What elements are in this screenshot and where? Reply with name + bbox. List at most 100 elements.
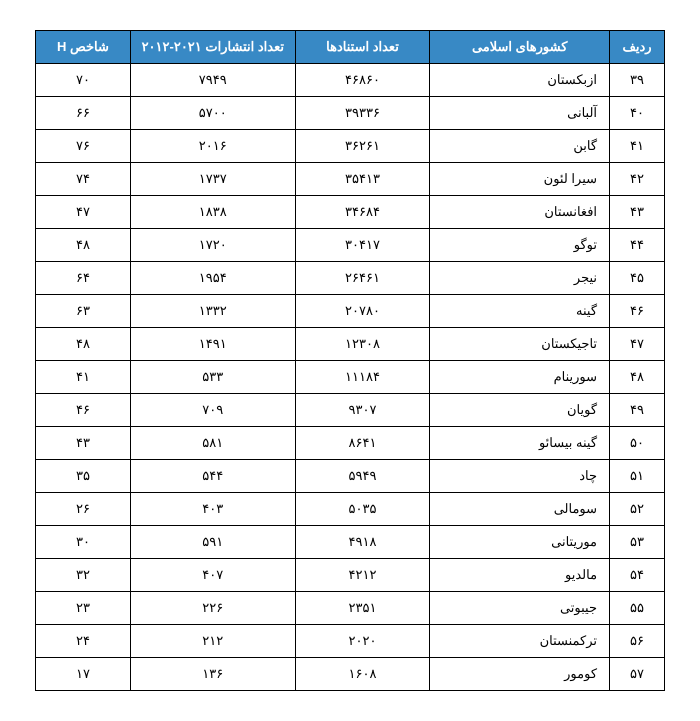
cell-country: موریتانی	[430, 526, 610, 559]
cell-rank: ۳۹	[610, 64, 665, 97]
table-row: ۴۳افغانستان۳۴۶۸۴۱۸۳۸۴۷	[36, 196, 665, 229]
cell-citations: ۳۶۲۶۱	[295, 130, 430, 163]
cell-publications: ۱۳۶	[130, 658, 295, 691]
cell-h-index: ۴۷	[36, 196, 131, 229]
header-h-index: شاخص H	[36, 31, 131, 64]
cell-rank: ۵۳	[610, 526, 665, 559]
cell-citations: ۵۰۳۵	[295, 493, 430, 526]
cell-citations: ۲۰۷۸۰	[295, 295, 430, 328]
cell-h-index: ۲۴	[36, 625, 131, 658]
cell-country: سومالی	[430, 493, 610, 526]
table-row: ۵۴مالدیو۴۲۱۲۴۰۷۳۲	[36, 559, 665, 592]
cell-citations: ۲۳۵۱	[295, 592, 430, 625]
cell-publications: ۱۳۳۲	[130, 295, 295, 328]
cell-publications: ۱۷۳۷	[130, 163, 295, 196]
cell-publications: ۴۰۳	[130, 493, 295, 526]
cell-h-index: ۷۰	[36, 64, 131, 97]
header-rank: ردیف	[610, 31, 665, 64]
cell-publications: ۲۲۶	[130, 592, 295, 625]
cell-citations: ۳۰۴۱۷	[295, 229, 430, 262]
table-row: ۳۹ازبکستان۴۶۸۶۰۷۹۴۹۷۰	[36, 64, 665, 97]
table-row: ۴۷تاجیکستان۱۲۳۰۸۱۴۹۱۴۸	[36, 328, 665, 361]
table-row: ۵۱چاد۵۹۴۹۵۴۴۳۵	[36, 460, 665, 493]
cell-citations: ۹۳۰۷	[295, 394, 430, 427]
cell-publications: ۵۴۴	[130, 460, 295, 493]
cell-rank: ۴۷	[610, 328, 665, 361]
cell-citations: ۸۶۴۱	[295, 427, 430, 460]
table-row: ۵۵جیبوتی۲۳۵۱۲۲۶۲۳	[36, 592, 665, 625]
cell-publications: ۷۰۹	[130, 394, 295, 427]
cell-publications: ۲۰۱۶	[130, 130, 295, 163]
cell-country: سیرا لئون	[430, 163, 610, 196]
cell-rank: ۵۲	[610, 493, 665, 526]
cell-citations: ۴۶۸۶۰	[295, 64, 430, 97]
cell-country: گینه بیسائو	[430, 427, 610, 460]
table-row: ۴۴توگو۳۰۴۱۷۱۷۲۰۴۸	[36, 229, 665, 262]
cell-country: ازبکستان	[430, 64, 610, 97]
cell-citations: ۱۶۰۸	[295, 658, 430, 691]
cell-publications: ۷۹۴۹	[130, 64, 295, 97]
cell-publications: ۵۸۱	[130, 427, 295, 460]
table-row: ۴۹گویان۹۳۰۷۷۰۹۴۶	[36, 394, 665, 427]
table-row: ۵۷کومور۱۶۰۸۱۳۶۱۷	[36, 658, 665, 691]
cell-h-index: ۷۶	[36, 130, 131, 163]
table-row: ۴۰آلبانی۳۹۳۳۶۵۷۰۰۶۶	[36, 97, 665, 130]
cell-publications: ۵۹۱	[130, 526, 295, 559]
cell-rank: ۴۲	[610, 163, 665, 196]
cell-publications: ۲۱۲	[130, 625, 295, 658]
cell-citations: ۴۹۱۸	[295, 526, 430, 559]
cell-publications: ۱۹۵۴	[130, 262, 295, 295]
cell-country: مالدیو	[430, 559, 610, 592]
cell-country: جیبوتی	[430, 592, 610, 625]
cell-h-index: ۴۱	[36, 361, 131, 394]
table-row: ۵۲سومالی۵۰۳۵۴۰۳۲۶	[36, 493, 665, 526]
table-header: ردیف کشورهای اسلامی تعداد استنادها تعداد…	[36, 31, 665, 64]
cell-rank: ۴۱	[610, 130, 665, 163]
cell-publications: ۵۷۰۰	[130, 97, 295, 130]
cell-h-index: ۲۳	[36, 592, 131, 625]
cell-h-index: ۳۲	[36, 559, 131, 592]
table-row: ۴۶گینه۲۰۷۸۰۱۳۳۲۶۳	[36, 295, 665, 328]
cell-country: نیجر	[430, 262, 610, 295]
cell-publications: ۴۰۷	[130, 559, 295, 592]
cell-publications: ۱۷۲۰	[130, 229, 295, 262]
cell-citations: ۱۱۱۸۴	[295, 361, 430, 394]
cell-citations: ۲۶۴۶۱	[295, 262, 430, 295]
cell-rank: ۴۵	[610, 262, 665, 295]
cell-publications: ۱۸۳۸	[130, 196, 295, 229]
cell-rank: ۴۴	[610, 229, 665, 262]
cell-citations: ۳۴۶۸۴	[295, 196, 430, 229]
cell-citations: ۳۵۴۱۳	[295, 163, 430, 196]
cell-citations: ۴۲۱۲	[295, 559, 430, 592]
cell-country: افغانستان	[430, 196, 610, 229]
table-row: ۴۵نیجر۲۶۴۶۱۱۹۵۴۶۴	[36, 262, 665, 295]
cell-h-index: ۲۶	[36, 493, 131, 526]
cell-rank: ۴۳	[610, 196, 665, 229]
table-row: ۵۰گینه بیسائو۸۶۴۱۵۸۱۴۳	[36, 427, 665, 460]
cell-country: تاجیکستان	[430, 328, 610, 361]
cell-country: ترکمنستان	[430, 625, 610, 658]
table-row: ۴۲سیرا لئون۳۵۴۱۳۱۷۳۷۷۴	[36, 163, 665, 196]
cell-rank: ۵۱	[610, 460, 665, 493]
cell-rank: ۵۰	[610, 427, 665, 460]
cell-h-index: ۱۷	[36, 658, 131, 691]
cell-rank: ۴۹	[610, 394, 665, 427]
cell-rank: ۵۵	[610, 592, 665, 625]
cell-country: توگو	[430, 229, 610, 262]
cell-h-index: ۶۳	[36, 295, 131, 328]
cell-rank: ۴۶	[610, 295, 665, 328]
cell-country: گابن	[430, 130, 610, 163]
header-citations: تعداد استنادها	[295, 31, 430, 64]
cell-h-index: ۳۰	[36, 526, 131, 559]
cell-country: کومور	[430, 658, 610, 691]
publications-table: ردیف کشورهای اسلامی تعداد استنادها تعداد…	[35, 30, 665, 691]
cell-country: سورینام	[430, 361, 610, 394]
cell-h-index: ۶۴	[36, 262, 131, 295]
cell-h-index: ۴۶	[36, 394, 131, 427]
table-row: ۴۱گابن۳۶۲۶۱۲۰۱۶۷۶	[36, 130, 665, 163]
cell-rank: ۴۰	[610, 97, 665, 130]
cell-h-index: ۴۸	[36, 229, 131, 262]
cell-country: چاد	[430, 460, 610, 493]
header-publications: تعداد انتشارات ۲۰۲۱-۲۰۱۲	[130, 31, 295, 64]
cell-publications: ۱۴۹۱	[130, 328, 295, 361]
